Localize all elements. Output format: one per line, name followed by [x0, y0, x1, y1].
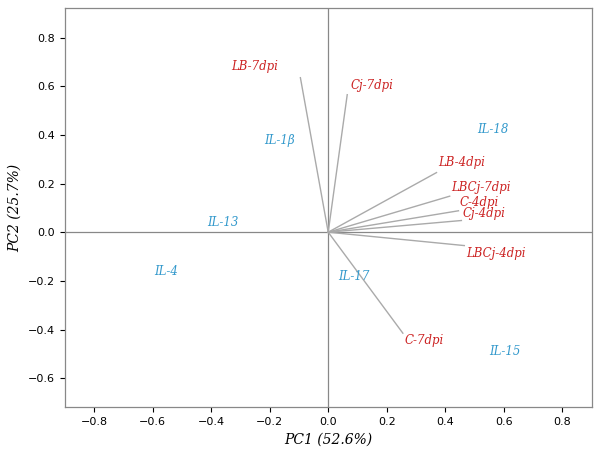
Text: LB-7dpi: LB-7dpi: [232, 60, 278, 73]
Text: LB-4dpi: LB-4dpi: [438, 157, 485, 169]
Text: IL-4: IL-4: [154, 265, 178, 278]
Text: C-7dpi: C-7dpi: [404, 334, 443, 347]
Text: IL-17: IL-17: [338, 270, 370, 283]
Text: IL-15: IL-15: [489, 345, 521, 358]
Text: IL-18: IL-18: [478, 123, 509, 136]
Text: LBCj-7dpi: LBCj-7dpi: [451, 182, 511, 194]
Text: LBCj-4dpi: LBCj-4dpi: [466, 247, 525, 260]
Text: Cj-7dpi: Cj-7dpi: [350, 79, 393, 92]
X-axis label: PC1 (52.6%): PC1 (52.6%): [284, 433, 372, 447]
Y-axis label: PC2 (25.7%): PC2 (25.7%): [8, 164, 22, 252]
Text: IL-1β: IL-1β: [264, 134, 295, 147]
Text: IL-13: IL-13: [207, 216, 238, 228]
Text: Cj-4dpi: Cj-4dpi: [463, 207, 506, 220]
Text: C-4dpi: C-4dpi: [460, 196, 499, 209]
